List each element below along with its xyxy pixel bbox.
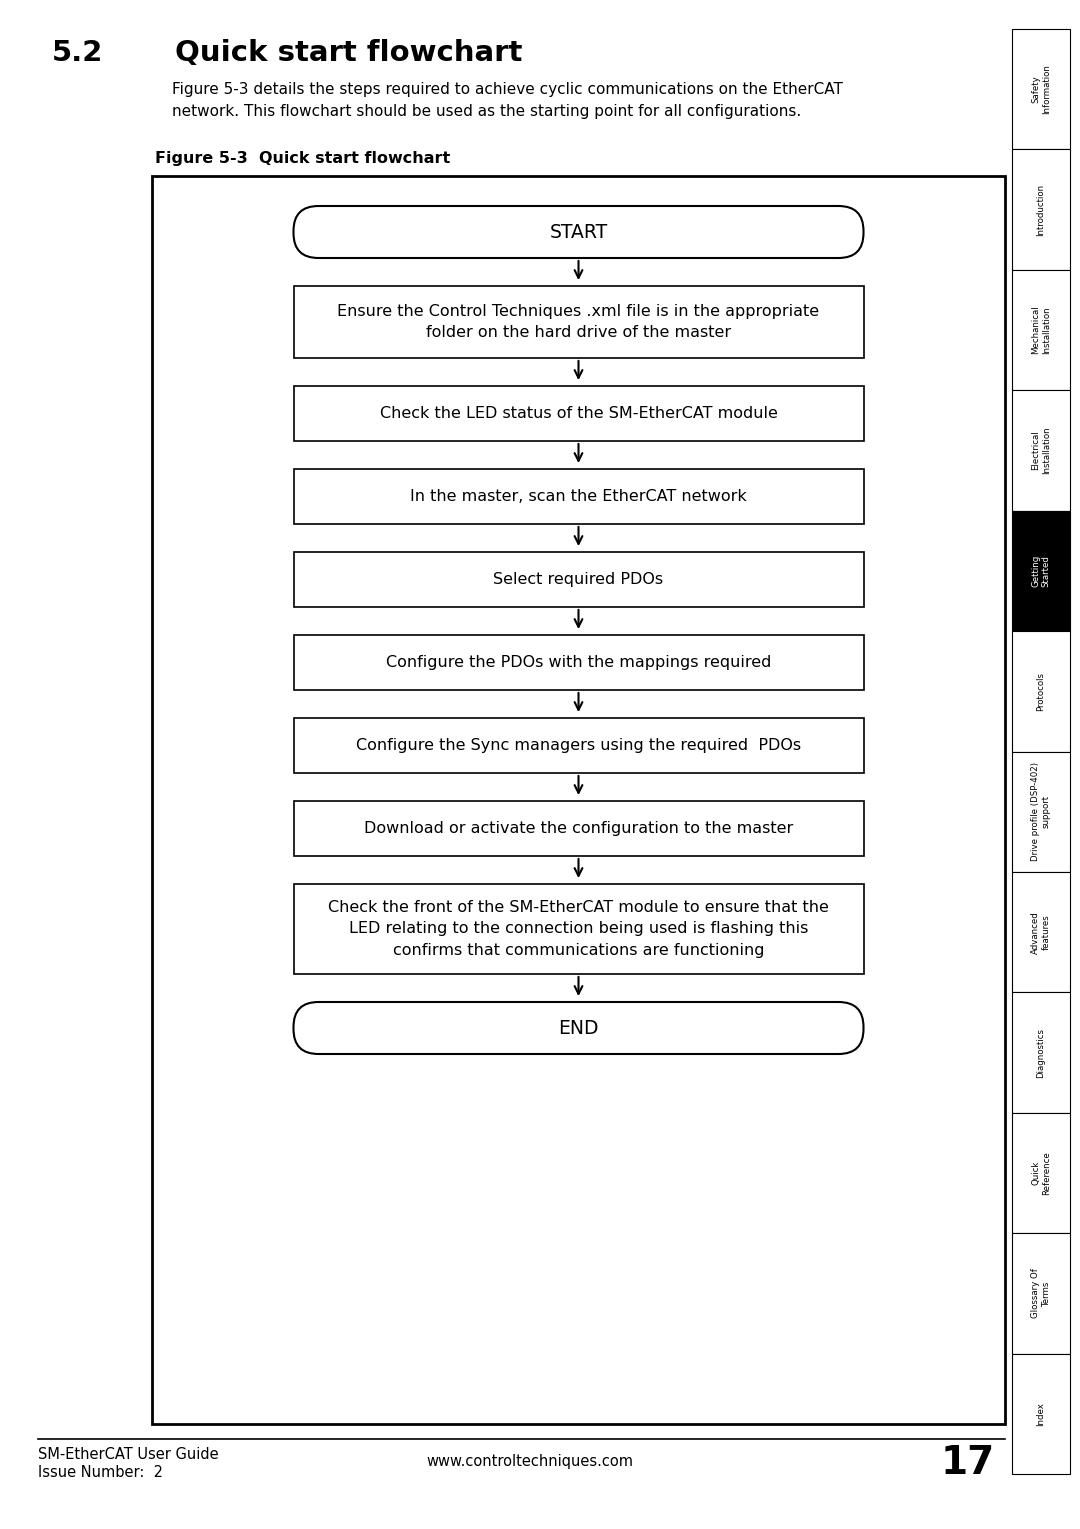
Text: Check the front of the SM-EtherCAT module to ensure that the
LED relating to the: Check the front of the SM-EtherCAT modul… [328, 901, 829, 957]
Text: Electrical
Installation: Electrical Installation [1031, 427, 1051, 474]
Text: 5.2: 5.2 [52, 40, 104, 67]
Text: Quick start flowchart: Quick start flowchart [175, 40, 523, 67]
Bar [1012, 150, 1070, 269]
Bar [1012, 1113, 1070, 1234]
Text: Figure 5-3 details the steps required to achieve cyclic communications on the Et: Figure 5-3 details the steps required to… [172, 83, 842, 119]
Text: Glossary Of
Terms: Glossary Of Terms [1031, 1269, 1051, 1318]
Bar [294, 801, 864, 856]
Text: Ensure the Control Techniques .xml file is in the appropriate
folder on the hard: Ensure the Control Techniques .xml file … [337, 304, 820, 339]
Bar [1012, 29, 1070, 150]
Text: Diagnostics: Diagnostics [1037, 1027, 1045, 1078]
Bar [1012, 511, 1070, 631]
Bar [294, 385, 864, 440]
Text: Issue Number:  2: Issue Number: 2 [38, 1465, 163, 1480]
Text: SM-EtherCAT User Guide: SM-EtherCAT User Guide [38, 1446, 218, 1462]
Bar [1012, 992, 1070, 1113]
Bar [294, 552, 864, 607]
Text: Safety
Information: Safety Information [1031, 64, 1051, 115]
Bar [294, 469, 864, 524]
Text: Mechanical
Installation: Mechanical Installation [1031, 306, 1051, 355]
FancyBboxPatch shape [294, 1001, 864, 1053]
FancyBboxPatch shape [294, 206, 864, 258]
Text: www.controltechniques.com: www.controltechniques.com [427, 1454, 634, 1469]
Text: Drive profile (DSP-402)
support: Drive profile (DSP-402) support [1031, 763, 1051, 861]
Bar [294, 635, 864, 690]
Bar [1012, 872, 1070, 992]
Text: Download or activate the configuration to the master: Download or activate the configuration t… [364, 821, 793, 836]
Bar [1012, 631, 1070, 751]
Text: Introduction: Introduction [1037, 183, 1045, 235]
Text: Protocols: Protocols [1037, 671, 1045, 711]
Text: Select required PDOs: Select required PDOs [494, 572, 663, 587]
Bar [294, 884, 864, 974]
Bar [1012, 1234, 1070, 1353]
Text: Check the LED status of the SM-EtherCAT module: Check the LED status of the SM-EtherCAT … [379, 407, 778, 420]
Text: END: END [558, 1018, 598, 1038]
Text: 17: 17 [941, 1443, 995, 1482]
Text: Getting
Started: Getting Started [1031, 555, 1051, 587]
Bar [294, 286, 864, 358]
Text: Configure the Sync managers using the required  PDOs: Configure the Sync managers using the re… [356, 739, 801, 752]
Text: START: START [550, 223, 608, 242]
Bar [1012, 1353, 1070, 1474]
Text: Figure 5-3  Quick start flowchart: Figure 5-3 Quick start flowchart [156, 151, 450, 167]
Bar [294, 719, 864, 774]
Bar [1012, 751, 1070, 872]
Text: In the master, scan the EtherCAT network: In the master, scan the EtherCAT network [410, 489, 747, 505]
Text: Index: Index [1037, 1402, 1045, 1425]
Bar [1012, 269, 1070, 390]
Text: Quick
Reference: Quick Reference [1031, 1151, 1051, 1194]
Bar [1012, 390, 1070, 511]
Text: Configure the PDOs with the mappings required: Configure the PDOs with the mappings req… [386, 654, 771, 670]
Text: Advanced
features: Advanced features [1031, 911, 1051, 954]
Bar [152, 176, 1005, 1423]
